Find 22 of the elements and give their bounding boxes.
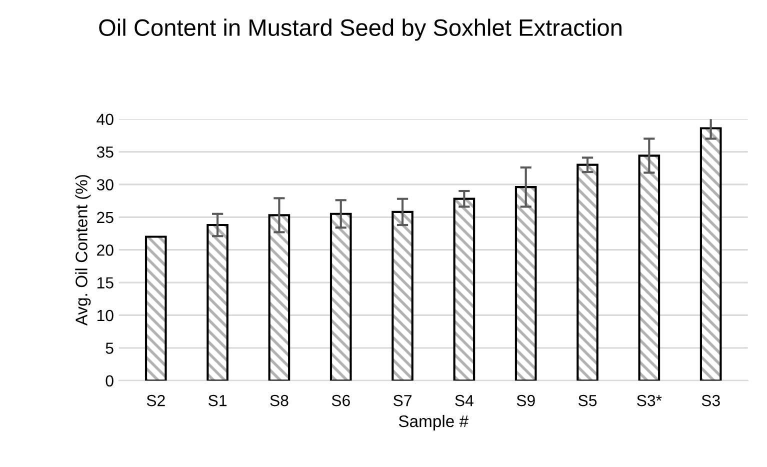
x-tick-label: S9 — [516, 394, 535, 406]
y-tick-label: 40 — [96, 114, 114, 126]
x-tick-label: S6 — [332, 394, 350, 406]
y-tick-label: 0 — [106, 375, 114, 387]
y-tick-label: 25 — [97, 212, 114, 224]
x-tick-label: S5 — [578, 394, 597, 406]
x-tick-label: S7 — [393, 394, 412, 406]
x-tick-label: S2 — [146, 394, 165, 406]
x-tick-label: S8 — [270, 394, 288, 406]
x-tick-label: S3 — [702, 394, 720, 406]
x-tick-label: S3* — [637, 394, 662, 406]
y-tick-label: 15 — [97, 277, 114, 288]
y-tick-label: 30 — [96, 179, 114, 190]
y-tick-label: 5 — [106, 342, 114, 354]
x-axis-title: Sample # — [398, 414, 468, 430]
y-tick-label: 10 — [97, 310, 114, 322]
chart-title: Oil Content in Mustard Seed by Soxhlet Extraction — [99, 18, 622, 41]
y-axis-title: Avg. Oil Content (%) — [75, 175, 91, 326]
x-tick-label: S1 — [208, 394, 227, 406]
y-tick-label: 35 — [96, 146, 114, 158]
y-tick-label: 20 — [97, 244, 114, 256]
x-tick-label: S4 — [455, 394, 474, 406]
